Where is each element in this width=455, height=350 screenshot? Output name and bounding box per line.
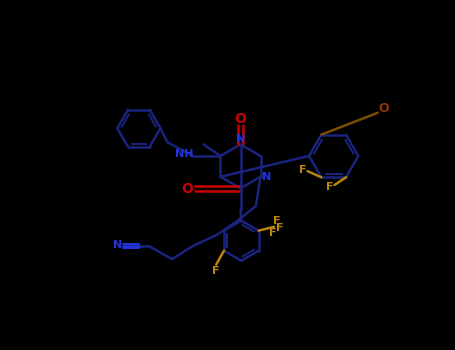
Text: F: F <box>273 216 281 226</box>
Text: F: F <box>269 228 276 238</box>
Text: F: F <box>212 266 220 277</box>
Text: O: O <box>379 103 389 116</box>
Text: O: O <box>235 112 247 126</box>
Text: F: F <box>299 164 307 175</box>
Text: F: F <box>326 182 334 192</box>
Text: F: F <box>276 223 283 233</box>
Text: NH: NH <box>175 149 193 159</box>
Text: N: N <box>113 239 122 250</box>
Text: O: O <box>182 182 193 196</box>
Text: N: N <box>236 134 245 144</box>
Text: N: N <box>262 172 271 182</box>
